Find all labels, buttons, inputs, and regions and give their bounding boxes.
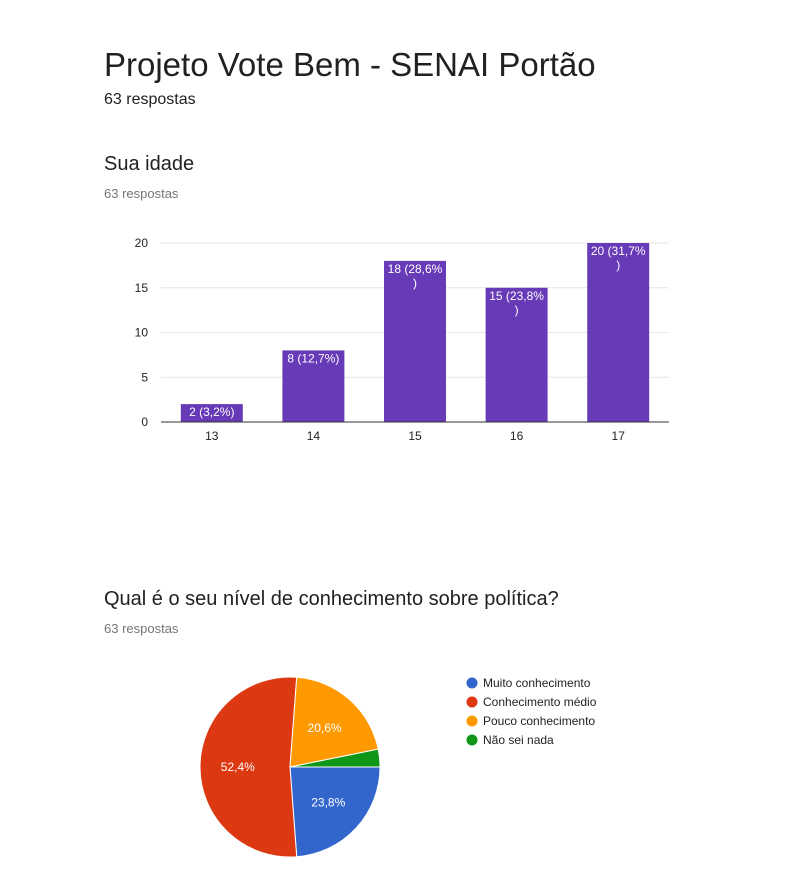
legend-swatch — [466, 696, 478, 708]
legend-swatch — [466, 715, 478, 727]
pie-slice[interactable] — [289, 748, 381, 768]
y-tick-label: 20 — [135, 236, 149, 250]
bar-data-label: 18 (28,6%) — [388, 262, 443, 290]
pie-slice[interactable] — [199, 676, 298, 858]
y-tick-label: 5 — [141, 370, 148, 384]
x-tick-label: 16 — [510, 429, 524, 443]
pie-slice[interactable] — [289, 676, 379, 768]
x-tick-label: 17 — [612, 429, 626, 443]
question-title-knowledge: Qual é o seu nível de conhecimento sobre… — [104, 588, 559, 610]
x-tick-label: 14 — [307, 429, 321, 443]
bar[interactable] — [282, 350, 345, 422]
legend-label[interactable]: Conhecimento médio — [483, 695, 597, 709]
legend-swatch — [466, 677, 478, 689]
age-bar-chart: 0 5 10 15 20 2 (3,2%) 13 8 (12,7%) 14 18 (28,6%) 1… — [135, 236, 669, 443]
legend-label[interactable]: Muito conhecimento — [483, 676, 591, 690]
bar-data-label: 20 (31,7%) — [591, 244, 646, 272]
y-tick-label: 15 — [135, 281, 149, 295]
response-count: 63 respostas — [104, 91, 196, 108]
bar[interactable] — [384, 260, 446, 422]
bar[interactable] — [587, 243, 650, 422]
bar-data-label: 15 (23,8%) — [489, 289, 544, 317]
x-tick-label: 13 — [205, 429, 219, 443]
y-tick-label: 0 — [141, 415, 148, 429]
legend-swatch — [466, 734, 478, 746]
slice-data-label: 23,8% — [311, 796, 345, 810]
slice-data-label: 20,6% — [308, 721, 342, 735]
legend-label[interactable]: Não sei nada — [483, 733, 554, 747]
bar[interactable] — [180, 404, 243, 422]
bar-data-label: 2 (3,2%) — [189, 405, 234, 419]
page-title: Projeto Vote Bem - SENAI Portão — [104, 46, 596, 83]
y-tick-label: 10 — [135, 326, 149, 340]
slice-data-label: 52,4% — [221, 760, 255, 774]
question-response-count-age: 63 respostas — [104, 186, 179, 201]
bar-data-label: 8 (12,7%) — [287, 351, 339, 365]
x-tick-label: 15 — [408, 429, 422, 443]
question-response-count-knowledge: 63 respostas — [104, 621, 179, 636]
pie-slice[interactable] — [289, 766, 381, 858]
legend-label[interactable]: Pouco conhecimento — [483, 714, 595, 728]
question-title-age: Sua idade — [104, 153, 195, 175]
bar[interactable] — [485, 287, 548, 422]
